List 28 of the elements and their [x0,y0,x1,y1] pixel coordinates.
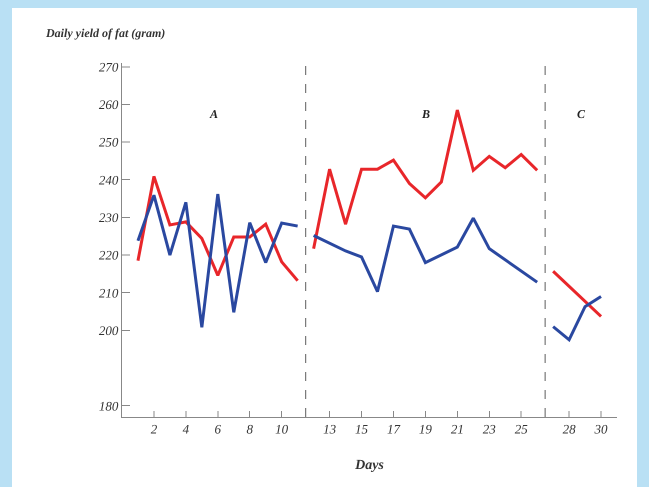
y-tick-label: 230 [98,210,119,225]
x-axis-title: Days [354,458,384,473]
x-tick-label: 21 [450,422,464,437]
x-tick-label: 8 [246,422,254,437]
x-tick-label: 10 [275,422,289,437]
annotation: B [421,107,430,121]
y-tick-label: 260 [98,96,119,112]
annotation: C [577,107,586,121]
y-tick-label: 220 [98,248,119,263]
x-tick-label: 15 [355,422,369,437]
y-tick-label: 200 [98,322,119,338]
annotation: A [209,107,218,121]
y-axis-title: Daily yield of fat (gram) [45,26,166,40]
y-tick-label: 270 [98,59,119,74]
x-tick-label: 6 [214,422,222,437]
x-tick-label: 19 [418,422,432,437]
x-tick-label: 23 [482,422,496,437]
y-tick-label: 180 [98,398,119,414]
y-tick-label: 240 [98,172,119,188]
x-tick-label: 2 [150,422,158,437]
x-tick-label: 30 [594,422,608,437]
y-tick-label: 250 [98,134,119,150]
x-tick-label: 13 [323,422,337,437]
x-tick-label: 4 [182,422,190,437]
y-tick-label: 210 [98,285,119,300]
x-tick-label: 25 [514,422,528,437]
x-tick-label: 17 [386,422,400,437]
x-tick-label: 28 [562,422,576,437]
